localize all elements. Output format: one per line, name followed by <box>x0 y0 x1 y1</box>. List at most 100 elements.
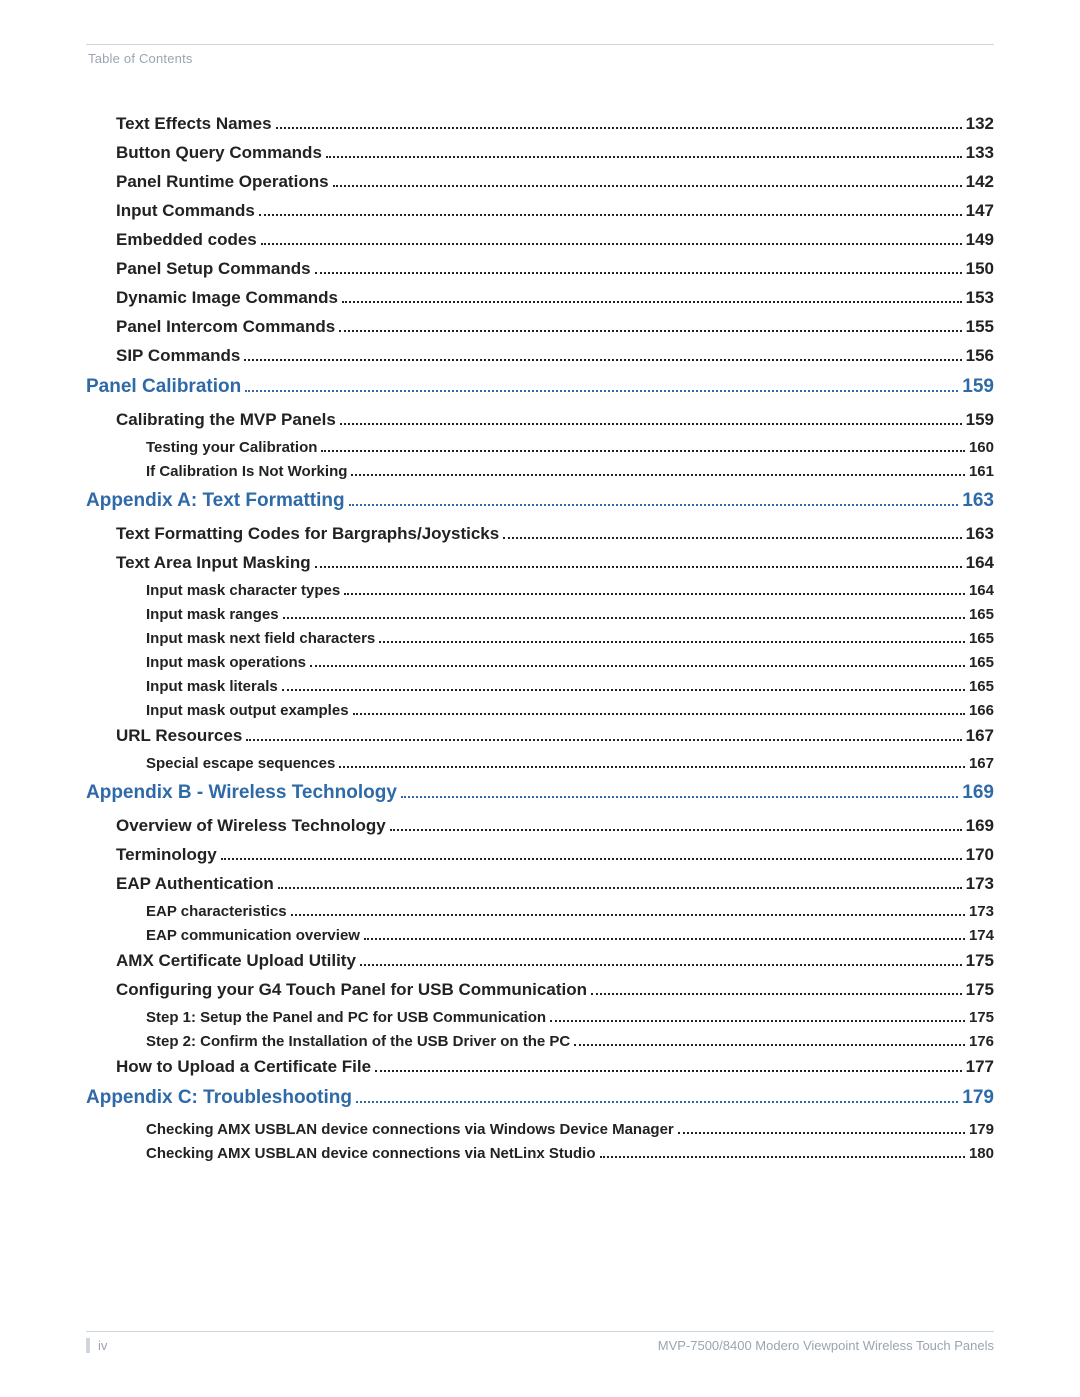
header-rule <box>86 44 994 45</box>
toc-entry-title: Dynamic Image Commands <box>116 288 338 308</box>
toc-leader <box>333 185 962 187</box>
toc-entry[interactable]: How to Upload a Certificate File177 <box>86 1057 994 1077</box>
toc-entry-page: 163 <box>966 524 994 544</box>
toc-entry[interactable]: Text Area Input Masking164 <box>86 553 994 573</box>
toc-leader <box>353 713 965 715</box>
toc-leader <box>390 829 962 831</box>
toc-entry[interactable]: Checking AMX USBLAN device connections v… <box>86 1121 994 1138</box>
toc-leader <box>574 1044 965 1046</box>
toc-leader <box>379 641 965 643</box>
toc-leader <box>245 390 958 392</box>
toc-entry[interactable]: Input mask operations165 <box>86 654 994 671</box>
toc-entry[interactable]: Appendix B - Wireless Technology 169 <box>86 782 994 804</box>
toc-entry-title: Overview of Wireless Technology <box>116 816 386 836</box>
toc-entry-page: 142 <box>966 172 994 192</box>
toc-entry-page: 132 <box>966 114 994 134</box>
toc-leader <box>339 330 961 332</box>
toc-entry[interactable]: Input Commands147 <box>86 201 994 221</box>
toc-leader <box>310 665 965 667</box>
toc-entry[interactable]: AMX Certificate Upload Utility175 <box>86 951 994 971</box>
toc-entry-title: Panel Intercom Commands <box>116 317 335 337</box>
toc-leader <box>276 127 962 129</box>
toc-entry[interactable]: Panel Runtime Operations 142 <box>86 172 994 192</box>
toc-leader <box>221 858 962 860</box>
toc-entry[interactable]: Input mask literals165 <box>86 678 994 695</box>
toc-entry[interactable]: Embedded codes149 <box>86 230 994 250</box>
toc-entry-page: 167 <box>969 755 994 772</box>
toc-entry-page: 173 <box>966 874 994 894</box>
toc-entry[interactable]: Panel Calibration 159 <box>86 376 994 398</box>
document-page: Table of Contents Text Effects Names 132 B… <box>0 0 1080 1397</box>
header-label: Table of Contents <box>86 51 994 66</box>
toc-entry[interactable]: Text Effects Names 132 <box>86 114 994 134</box>
toc-leader <box>321 450 965 452</box>
toc-entry[interactable]: EAP communication overview174 <box>86 927 994 944</box>
toc-entry-title: Configuring your G4 Touch Panel for USB … <box>116 980 587 1000</box>
toc-entry[interactable]: Step 1: Setup the Panel and PC for USB C… <box>86 1009 994 1026</box>
toc-entry-page: 175 <box>966 980 994 1000</box>
toc-leader <box>401 796 958 798</box>
toc-entry[interactable]: URL Resources 167 <box>86 726 994 746</box>
toc-entry[interactable]: Panel Intercom Commands155 <box>86 317 994 337</box>
toc-entry[interactable]: Panel Setup Commands 150 <box>86 259 994 279</box>
toc-entry[interactable]: Dynamic Image Commands153 <box>86 288 994 308</box>
toc-entry[interactable]: Checking AMX USBLAN device connections v… <box>86 1145 994 1162</box>
toc-entry-title: Step 2: Confirm the Installation of the … <box>146 1033 570 1050</box>
toc-entry[interactable]: Text Formatting Codes for Bargraphs/Joys… <box>86 524 994 544</box>
toc-entry-page: 150 <box>966 259 994 279</box>
toc-entry[interactable]: Input mask output examples166 <box>86 702 994 719</box>
toc-entry-page: 175 <box>966 951 994 971</box>
toc-entry[interactable]: Input mask next field characters165 <box>86 630 994 647</box>
toc-entry-title: If Calibration Is Not Working <box>146 463 347 480</box>
toc-leader <box>360 964 962 966</box>
toc-entry[interactable]: EAP characteristics173 <box>86 903 994 920</box>
toc-entry[interactable]: Calibrating the MVP Panels159 <box>86 410 994 430</box>
toc-entry[interactable]: Configuring your G4 Touch Panel for USB … <box>86 980 994 1000</box>
toc-entry-title: Text Formatting Codes for Bargraphs/Joys… <box>116 524 499 544</box>
footer-left: iv <box>86 1338 107 1353</box>
toc-entry[interactable]: Button Query Commands133 <box>86 143 994 163</box>
toc-entry-title: Appendix A: Text Formatting <box>86 490 345 512</box>
toc-entry[interactable]: If Calibration Is Not Working161 <box>86 463 994 480</box>
table-of-contents: Text Effects Names 132 Button Query Comman… <box>86 114 994 1162</box>
toc-entry-title: Text Effects Names <box>116 114 272 134</box>
toc-entry[interactable]: Terminology170 <box>86 845 994 865</box>
toc-entry-page: 164 <box>966 553 994 573</box>
toc-entry-title: URL Resources <box>116 726 242 746</box>
toc-leader <box>283 617 965 619</box>
toc-entry-title: Embedded codes <box>116 230 257 250</box>
toc-entry[interactable]: Step 2: Confirm the Installation of the … <box>86 1033 994 1050</box>
toc-entry[interactable]: Testing your Calibration160 <box>86 439 994 456</box>
toc-leader <box>315 566 962 568</box>
toc-leader <box>315 272 962 274</box>
toc-leader <box>349 504 959 506</box>
toc-entry-title: Calibrating the MVP Panels <box>116 410 336 430</box>
toc-entry[interactable]: Special escape sequences167 <box>86 755 994 772</box>
toc-entry[interactable]: Input mask character types164 <box>86 582 994 599</box>
toc-entry[interactable]: Overview of Wireless Technology 169 <box>86 816 994 836</box>
toc-entry-title: Panel Runtime Operations <box>116 172 329 192</box>
toc-entry-title: EAP communication overview <box>146 927 360 944</box>
toc-entry-title: Checking AMX USBLAN device connections v… <box>146 1121 674 1138</box>
toc-entry-page: 167 <box>966 726 994 746</box>
toc-entry-page: 169 <box>966 816 994 836</box>
toc-entry-title: Step 1: Setup the Panel and PC for USB C… <box>146 1009 546 1026</box>
toc-leader <box>351 474 965 476</box>
toc-entry[interactable]: Appendix C: Troubleshooting 179 <box>86 1087 994 1109</box>
toc-entry-page: 166 <box>969 702 994 719</box>
toc-entry-page: 165 <box>969 654 994 671</box>
toc-entry[interactable]: Input mask ranges165 <box>86 606 994 623</box>
toc-entry[interactable]: EAP Authentication173 <box>86 874 994 894</box>
footer-accent-bar <box>86 1338 90 1353</box>
toc-leader <box>550 1020 965 1022</box>
toc-entry-title: Testing your Calibration <box>146 439 317 456</box>
toc-entry-page: 163 <box>962 490 994 512</box>
toc-entry-page: 170 <box>966 845 994 865</box>
toc-leader <box>342 301 962 303</box>
toc-entry[interactable]: SIP Commands 156 <box>86 346 994 366</box>
toc-leader <box>339 766 965 768</box>
toc-entry-title: SIP Commands <box>116 346 240 366</box>
toc-entry-page: 156 <box>966 346 994 366</box>
toc-entry[interactable]: Appendix A: Text Formatting 163 <box>86 490 994 512</box>
toc-entry-title: Panel Setup Commands <box>116 259 311 279</box>
